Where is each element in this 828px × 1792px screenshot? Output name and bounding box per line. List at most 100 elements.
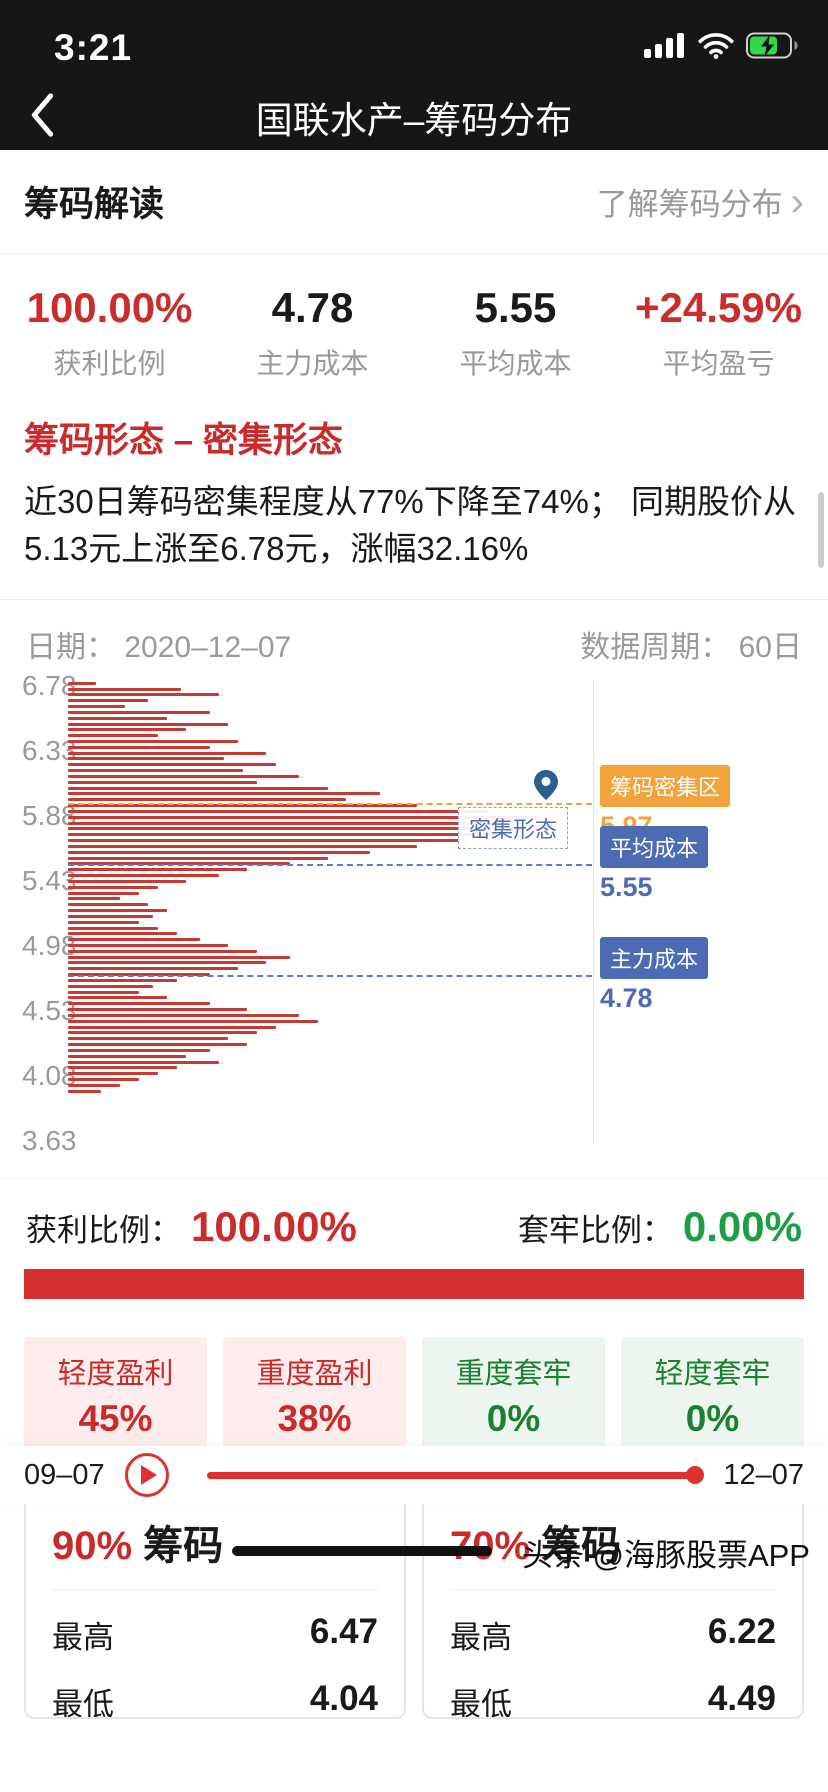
- chip-bar: [68, 949, 257, 953]
- main-cost-badge: 主力成本: [600, 936, 709, 979]
- chip-bar: [68, 903, 149, 907]
- range-cards: 90% 筹码 最高 6.47 最低 4.04 70% 筹码 最高 6.22 最低 4.49: [24, 1488, 804, 1719]
- chip-bar: [68, 1002, 210, 1006]
- location-pin-icon: [534, 769, 558, 805]
- avg-cost-line: [68, 863, 592, 866]
- chip-bar: [68, 833, 498, 837]
- chip-bar: [68, 891, 139, 895]
- profit-ratio: 获利比例： 100.00%: [26, 1202, 357, 1250]
- card-row-label: 最低: [52, 1686, 114, 1719]
- card-percent: 90%: [52, 1523, 133, 1568]
- chip-bar: [68, 734, 158, 738]
- stat-item: 100.00% 获利比例: [8, 284, 211, 382]
- box-value: 45%: [78, 1397, 153, 1439]
- chip-bar: [68, 798, 347, 802]
- chip-bar: [68, 967, 238, 971]
- chip-bar: [68, 984, 153, 988]
- stat-value: 100.00%: [26, 284, 193, 331]
- chevron-right-icon: ›: [790, 179, 804, 224]
- card-row: 最高 6.22: [450, 1590, 776, 1657]
- range-card: 90% 筹码 最高 6.47 最低 4.04: [24, 1488, 406, 1719]
- chip-bar: [68, 926, 158, 930]
- chip-bar: [68, 1031, 257, 1035]
- y-tick-label: 6.78: [22, 669, 77, 701]
- status-time: 3:21: [54, 27, 133, 68]
- card-title: 90% 筹码: [52, 1513, 378, 1590]
- box-label: 轻度套牢: [654, 1357, 771, 1390]
- ratio-boxes: 轻度盈利 45% 重度盈利 38% 重度套牢 0% 轻度套牢 0%: [24, 1336, 804, 1455]
- stat-label: 主力成本: [256, 348, 369, 379]
- learn-more-link[interactable]: 了解筹码分布 ›: [597, 179, 804, 224]
- chip-bar: [68, 996, 168, 1000]
- slider-knob[interactable]: [686, 1466, 705, 1484]
- back-button[interactable]: [28, 92, 56, 143]
- axis-line: [593, 679, 594, 1142]
- chip-bar: [68, 932, 177, 936]
- playback-bar: 09–07 12–07: [0, 1446, 828, 1504]
- chip-bar: [68, 844, 418, 848]
- chip-bar: [68, 1089, 102, 1093]
- status-icons: [644, 32, 802, 64]
- scrollbar[interactable]: [818, 492, 824, 568]
- top-bar: 3:21 国联水产–筹码分布: [0, 0, 828, 150]
- y-tick-label: 5.43: [22, 864, 77, 896]
- chip-bar: [68, 1060, 220, 1064]
- stat-item: 4.78 主力成本: [211, 284, 414, 382]
- play-button[interactable]: [124, 1453, 169, 1497]
- y-tick-label: 3.63: [22, 1124, 77, 1156]
- pattern-tag: 密集形态: [458, 806, 569, 849]
- chip-bar: [68, 856, 328, 860]
- stat-item: +24.59% 平均盈亏: [617, 284, 820, 382]
- chip-bar: [68, 769, 243, 773]
- chip-bar: [68, 978, 177, 982]
- chip-bar: [68, 815, 540, 819]
- y-tick-label: 4.08: [22, 1059, 77, 1091]
- box-value: 38%: [277, 1397, 352, 1439]
- y-tick-label: 5.88: [22, 799, 77, 831]
- battery-icon: [746, 32, 802, 64]
- trapped-ratio: 套牢比例： 0.00%: [517, 1202, 802, 1250]
- chip-bar: [68, 1043, 248, 1047]
- profit-progress-bar: [24, 1268, 804, 1299]
- box-label: 重度套牢: [455, 1357, 572, 1390]
- chart-period: 数据周期： 60日: [580, 630, 802, 664]
- chip-bar: [68, 751, 267, 755]
- chip-bar: [68, 786, 328, 790]
- ratio-box: 重度套牢 0%: [422, 1336, 605, 1455]
- home-indicator[interactable]: [232, 1546, 492, 1556]
- pattern-title: 筹码形态 – 密集形态: [24, 421, 343, 460]
- wifi-icon: [698, 32, 734, 64]
- main-cost-value: 4.78: [600, 982, 653, 1013]
- dense-zone-badge: 筹码密集区: [600, 764, 731, 807]
- box-label: 轻度盈利: [57, 1357, 174, 1390]
- card-title: 70% 筹码: [450, 1513, 776, 1590]
- chip-bar: [68, 1083, 120, 1087]
- chip-bar: [68, 961, 267, 965]
- range-card: 70% 筹码 最高 6.22 最低 4.49: [422, 1488, 804, 1719]
- trapped-ratio-value: 0.00%: [682, 1202, 802, 1250]
- main-cost-line: [68, 974, 592, 977]
- chip-bar: [68, 710, 210, 714]
- chip-bar: [68, 1037, 229, 1041]
- chip-bar: [68, 868, 248, 872]
- nav-bar: 国联水产–筹码分布: [0, 86, 828, 148]
- chip-bar: [68, 740, 238, 743]
- pattern-description: 近30日筹码密集程度从77%下降至74%； 同期股价从5.13元上涨至6.78元…: [24, 483, 796, 567]
- chip-bar: [68, 914, 153, 918]
- end-date-label: 12–07: [723, 1458, 804, 1491]
- chip-bar: [68, 705, 125, 709]
- chip-bar: [68, 1078, 139, 1082]
- card-row-value: 6.47: [309, 1611, 378, 1651]
- chip-bar: [68, 716, 168, 720]
- chip-bar: [68, 943, 229, 947]
- box-value: 0%: [486, 1397, 541, 1439]
- stat-item: 5.55 平均成本: [414, 284, 617, 382]
- chip-bar: [68, 973, 210, 977]
- chip-bar: [68, 827, 526, 831]
- chip-bar: [68, 722, 229, 726]
- chip-bar: [68, 990, 139, 994]
- timeline-slider[interactable]: [206, 1466, 705, 1484]
- chip-bar: [68, 1008, 248, 1012]
- chip-bar: [68, 920, 139, 924]
- profit-ratio-value: 100.00%: [191, 1202, 357, 1250]
